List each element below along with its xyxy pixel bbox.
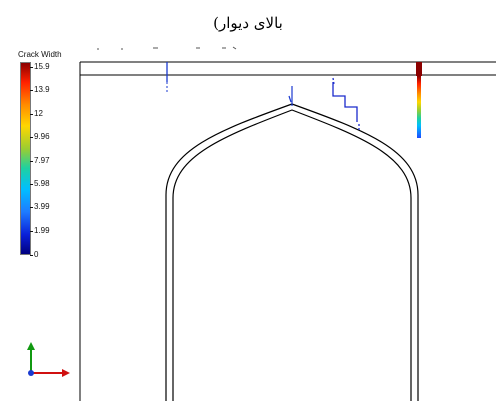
legend-tick-label: 1.99 xyxy=(30,226,50,235)
top-mesh-ticks xyxy=(97,46,237,50)
crack-right-max xyxy=(416,62,422,138)
wall-top-band xyxy=(79,61,496,76)
legend-title: Crack Width xyxy=(18,50,62,59)
legend-tick-label: 15.9 xyxy=(30,62,50,71)
legend-tick-label: 13.9 xyxy=(30,85,50,94)
crack-width-colorbar xyxy=(20,62,31,255)
arch-outer-outline xyxy=(165,103,419,401)
legend-tick-label: 5.98 xyxy=(30,179,50,188)
crack-arch-apex xyxy=(288,86,293,106)
crack-stepped xyxy=(332,77,360,132)
xy-axis-triad-icon xyxy=(27,342,70,377)
legend-tick-label: 3.99 xyxy=(30,202,50,211)
legend-tick-label: 0 xyxy=(29,250,39,259)
figure-caption: بالای دیوار) xyxy=(213,14,283,32)
legend-tick-label: 9.96 xyxy=(30,132,50,141)
legend-tick-label: 7.97 xyxy=(30,156,50,165)
arch-inner-outline xyxy=(172,109,412,401)
legend-tick-label: 12 xyxy=(30,109,43,118)
